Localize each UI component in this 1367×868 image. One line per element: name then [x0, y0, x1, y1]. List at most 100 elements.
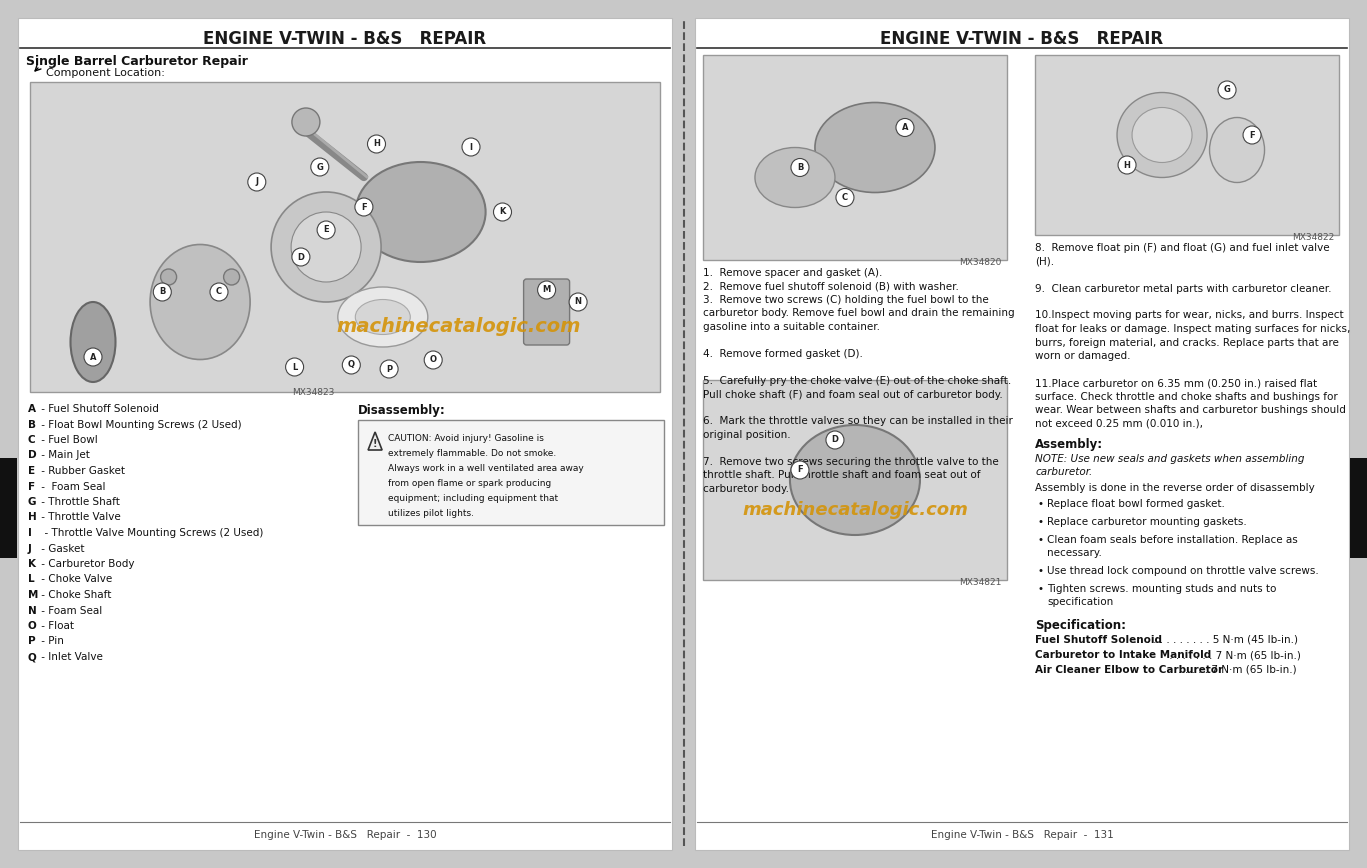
Circle shape: [342, 356, 361, 374]
Text: machinecatalogic.com: machinecatalogic.com: [336, 318, 581, 337]
Text: Assembly is done in the reverse order of disassembly: Assembly is done in the reverse order of…: [1035, 483, 1315, 493]
Text: - Foam Seal: - Foam Seal: [38, 606, 103, 615]
Text: !: !: [373, 439, 377, 449]
Text: Clean foam seals before installation. Replace as: Clean foam seals before installation. Re…: [1047, 535, 1297, 545]
Text: M: M: [27, 590, 38, 600]
Text: H: H: [1124, 161, 1131, 169]
Ellipse shape: [338, 287, 428, 347]
Bar: [1351, 458, 1367, 558]
Text: A: A: [27, 404, 36, 414]
Text: H: H: [373, 140, 380, 148]
Text: 4.  Remove formed gasket (D).: 4. Remove formed gasket (D).: [703, 349, 863, 359]
Circle shape: [247, 173, 265, 191]
Text: F: F: [361, 202, 366, 212]
Text: - Carburetor Body: - Carburetor Body: [38, 559, 134, 569]
Text: 11.Place carburetor on 6.35 mm (0.250 in.) raised flat: 11.Place carburetor on 6.35 mm (0.250 in…: [1035, 378, 1318, 388]
Circle shape: [493, 203, 511, 221]
Circle shape: [355, 198, 373, 216]
Ellipse shape: [1117, 93, 1207, 177]
Text: C: C: [27, 435, 36, 445]
Text: Use thread lock compound on throttle valve screws.: Use thread lock compound on throttle val…: [1047, 566, 1319, 576]
Text: carburetor body. Remove fuel bowl and drain the remaining: carburetor body. Remove fuel bowl and dr…: [703, 308, 1014, 319]
Circle shape: [153, 283, 171, 301]
Ellipse shape: [271, 192, 381, 302]
Text: - Float Bowl Mounting Screws (2 Used): - Float Bowl Mounting Screws (2 Used): [38, 419, 242, 430]
Text: -  Foam Seal: - Foam Seal: [38, 482, 105, 491]
Polygon shape: [368, 432, 383, 450]
Text: extremely flammable. Do not smoke.: extremely flammable. Do not smoke.: [388, 449, 556, 458]
Text: Tighten screws. mounting studs and nuts to: Tighten screws. mounting studs and nuts …: [1047, 584, 1277, 594]
Text: 6.  Mark the throttle valves so they can be installed in their: 6. Mark the throttle valves so they can …: [703, 417, 1013, 426]
Circle shape: [1118, 156, 1136, 174]
Circle shape: [826, 431, 843, 449]
Text: Replace carburetor mounting gaskets.: Replace carburetor mounting gaskets.: [1047, 517, 1247, 527]
Text: Specification:: Specification:: [1035, 619, 1126, 632]
Text: surface. Check throttle and choke shafts and bushings for: surface. Check throttle and choke shafts…: [1035, 391, 1338, 402]
Circle shape: [380, 360, 398, 378]
Circle shape: [160, 269, 176, 285]
Circle shape: [1218, 81, 1236, 99]
Text: wear. Wear between shafts and carburetor bushings should: wear. Wear between shafts and carburetor…: [1035, 405, 1346, 415]
Text: J: J: [27, 543, 31, 554]
Circle shape: [293, 248, 310, 266]
Text: Carburetor to Intake Manifold: Carburetor to Intake Manifold: [1035, 650, 1211, 660]
Text: ENGINE V-TWIN - B&S   REPAIR: ENGINE V-TWIN - B&S REPAIR: [880, 30, 1163, 48]
Text: L: L: [27, 575, 34, 584]
Ellipse shape: [355, 299, 410, 334]
Text: M: M: [543, 286, 551, 294]
Bar: [30, 82, 660, 392]
Text: - Choke Valve: - Choke Valve: [38, 575, 112, 584]
Text: •: •: [1038, 499, 1043, 509]
Bar: [703, 55, 1007, 260]
FancyBboxPatch shape: [524, 279, 570, 345]
Ellipse shape: [755, 148, 835, 207]
Text: Replace float bowl formed gasket.: Replace float bowl formed gasket.: [1047, 499, 1225, 509]
Ellipse shape: [150, 245, 250, 359]
Text: - Throttle Valve: - Throttle Valve: [38, 512, 120, 523]
Text: •: •: [1038, 535, 1043, 545]
Circle shape: [224, 269, 239, 285]
Text: NOTE: Use new seals and gaskets when assembling: NOTE: Use new seals and gaskets when ass…: [1035, 454, 1304, 464]
Text: A: A: [902, 123, 908, 132]
Text: throttle shaft. Pull throttle shaft and foam seat out of: throttle shaft. Pull throttle shaft and …: [703, 470, 980, 481]
Bar: [358, 420, 664, 525]
Text: MX34822: MX34822: [1292, 233, 1334, 242]
Text: MX34821: MX34821: [960, 578, 1002, 587]
Bar: [703, 380, 1007, 580]
Ellipse shape: [291, 212, 361, 282]
Bar: [18, 18, 673, 850]
Circle shape: [837, 188, 854, 207]
Text: O: O: [429, 356, 436, 365]
Text: - Fuel Bowl: - Fuel Bowl: [38, 435, 98, 445]
Circle shape: [211, 283, 228, 301]
Text: Single Barrel Carburetor Repair: Single Barrel Carburetor Repair: [26, 55, 247, 68]
Text: CAUTION: Avoid injury! Gasoline is: CAUTION: Avoid injury! Gasoline is: [388, 434, 544, 443]
Text: burrs, foreign material, and cracks. Replace parts that are: burrs, foreign material, and cracks. Rep…: [1035, 338, 1338, 347]
Text: 2.  Remove fuel shutoff solenoid (B) with washer.: 2. Remove fuel shutoff solenoid (B) with…: [703, 281, 958, 292]
Text: carburetor body.: carburetor body.: [703, 484, 789, 494]
Circle shape: [83, 348, 103, 366]
Bar: [694, 18, 1349, 850]
Text: 7.  Remove two screws securing the throttle valve to the: 7. Remove two screws securing the thrott…: [703, 457, 999, 467]
Text: Q: Q: [27, 652, 37, 662]
Text: - Throttle Shaft: - Throttle Shaft: [38, 497, 120, 507]
Text: - Float: - Float: [38, 621, 74, 631]
Text: worn or damaged.: worn or damaged.: [1035, 351, 1131, 361]
Text: O: O: [27, 621, 37, 631]
Ellipse shape: [355, 162, 485, 262]
Text: E: E: [323, 226, 329, 234]
Text: K: K: [27, 559, 36, 569]
Text: (H).: (H).: [1035, 257, 1054, 266]
Text: - Fuel Shutoff Solenoid: - Fuel Shutoff Solenoid: [38, 404, 159, 414]
Text: specification: specification: [1047, 597, 1113, 607]
Circle shape: [286, 358, 303, 376]
Text: A: A: [90, 352, 96, 361]
Text: Engine V-Twin - B&S   Repair  -  131: Engine V-Twin - B&S Repair - 131: [931, 830, 1113, 840]
Text: Always work in a well ventilated area away: Always work in a well ventilated area aw…: [388, 464, 584, 473]
Text: Component Location:: Component Location:: [46, 68, 165, 78]
Text: F: F: [797, 465, 802, 475]
Text: L: L: [293, 363, 297, 372]
Text: - Rubber Gasket: - Rubber Gasket: [38, 466, 124, 476]
Text: •: •: [1038, 566, 1043, 576]
Text: - Inlet Valve: - Inlet Valve: [38, 652, 103, 662]
